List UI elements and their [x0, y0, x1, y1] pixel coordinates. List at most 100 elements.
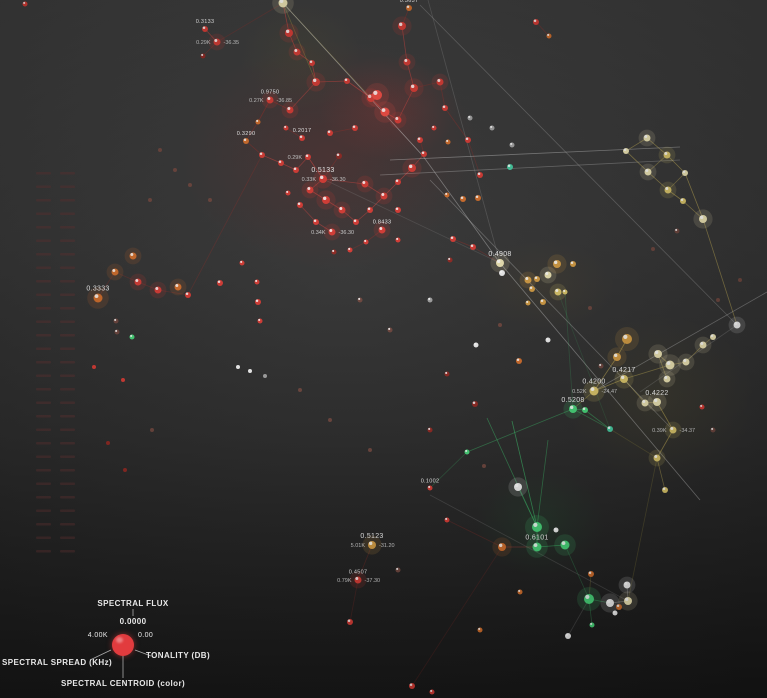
graph-node[interactable]: [648, 344, 668, 364]
graph-node[interactable]: [365, 83, 389, 107]
graph-node[interactable]: [616, 604, 622, 610]
graph-node[interactable]: 0.5208: [561, 397, 584, 419]
graph-node[interactable]: [444, 371, 450, 377]
graph-node[interactable]: 0.3290: [237, 131, 256, 144]
graph-node[interactable]: [577, 587, 601, 611]
graph-node[interactable]: [693, 209, 713, 229]
graph-node[interactable]: [600, 593, 620, 613]
graph-node[interactable]: 0.4222: [645, 390, 668, 412]
graph-node[interactable]: [442, 105, 448, 111]
graph-node[interactable]: 0.34K -36.30: [311, 223, 354, 241]
graph-node[interactable]: [475, 195, 481, 201]
graph-node[interactable]: [623, 148, 629, 154]
graph-node[interactable]: [607, 426, 613, 432]
graph-node[interactable]: [288, 43, 306, 61]
graph-node[interactable]: [533, 19, 539, 25]
graph-node[interactable]: [674, 228, 680, 234]
graph-node[interactable]: 0.2017: [293, 128, 312, 141]
graph-node[interactable]: [387, 327, 393, 333]
graph-node[interactable]: [259, 152, 265, 158]
graph-node[interactable]: [124, 247, 142, 265]
graph-node[interactable]: 0.9750 0.27K -36.85: [249, 90, 292, 109]
graph-node[interactable]: [344, 78, 350, 84]
graph-node[interactable]: [489, 125, 495, 131]
graph-node[interactable]: [539, 266, 557, 284]
graph-node[interactable]: [710, 427, 716, 433]
graph-node[interactable]: [444, 517, 450, 523]
graph-node[interactable]: [306, 72, 326, 92]
graph-node[interactable]: [427, 297, 433, 303]
graph-node[interactable]: [208, 198, 212, 202]
graph-node[interactable]: [309, 60, 315, 66]
graph-node[interactable]: [185, 292, 191, 298]
graph-node[interactable]: [398, 53, 416, 71]
graph-node[interactable]: [421, 151, 427, 157]
graph-node[interactable]: [431, 125, 437, 131]
graph-node[interactable]: [499, 270, 505, 276]
graph-node[interactable]: [682, 170, 688, 176]
graph-node[interactable]: 0.39K -34.37: [652, 421, 695, 439]
graph-node[interactable]: [356, 175, 374, 193]
graph-node[interactable]: [588, 571, 594, 577]
graph-node[interactable]: [498, 323, 502, 327]
graph-node[interactable]: [347, 247, 353, 253]
graph-node[interactable]: [738, 278, 742, 282]
graph-node[interactable]: [236, 365, 240, 369]
graph-node[interactable]: [301, 181, 319, 199]
graph-node[interactable]: [562, 289, 568, 295]
graph-node[interactable]: [368, 448, 372, 452]
graph-node[interactable]: [255, 119, 261, 125]
graph-node[interactable]: [699, 404, 705, 410]
graph-node[interactable]: [333, 201, 351, 219]
graph-node[interactable]: [106, 263, 124, 281]
graph-node[interactable]: [467, 115, 473, 121]
graph-node[interactable]: [525, 300, 531, 306]
graph-node[interactable]: [404, 78, 424, 98]
graph-node[interactable]: [149, 281, 167, 299]
graph-node[interactable]: [589, 622, 595, 628]
graph-node[interactable]: [114, 329, 120, 335]
graph-node[interactable]: [464, 449, 470, 455]
graph-node[interactable]: [529, 286, 535, 292]
graph-node[interactable]: [427, 427, 433, 433]
graph-node[interactable]: [607, 347, 627, 367]
graph-node[interactable]: 0.3133: [196, 19, 215, 32]
graph-node[interactable]: [395, 567, 401, 573]
graph-node[interactable]: [519, 271, 537, 289]
graph-node[interactable]: 0.5133 0.33K -36.30: [302, 167, 346, 189]
graph-node[interactable]: [658, 370, 676, 388]
graph-node[interactable]: [728, 316, 746, 334]
graph-node[interactable]: [694, 336, 712, 354]
graph-node[interactable]: 0.4217: [612, 367, 635, 389]
graph-node[interactable]: [677, 353, 695, 371]
graph-node[interactable]: [200, 53, 206, 59]
graph-node[interactable]: [106, 441, 110, 445]
graph-node[interactable]: [662, 487, 668, 493]
graph-node[interactable]: [549, 283, 567, 301]
graph-node[interactable]: [402, 158, 422, 178]
graph-node[interactable]: [248, 369, 252, 373]
graph-node[interactable]: [374, 101, 396, 123]
graph-node[interactable]: [507, 164, 513, 170]
graph-node[interactable]: [352, 125, 358, 131]
graph-node[interactable]: 0.4908: [488, 251, 511, 273]
graph-node[interactable]: [639, 163, 657, 181]
graph-node[interactable]: [395, 179, 401, 185]
graph-node[interactable]: [169, 278, 187, 296]
graph-node[interactable]: [517, 589, 523, 595]
graph-node[interactable]: [353, 219, 359, 225]
graph-node[interactable]: [347, 619, 353, 625]
graph-node[interactable]: [477, 627, 483, 633]
graph-node[interactable]: [618, 576, 636, 594]
graph-node[interactable]: [278, 160, 284, 166]
graph-node[interactable]: [375, 187, 393, 205]
graph-node[interactable]: [92, 365, 96, 369]
graph-node[interactable]: [389, 111, 407, 129]
graph-node[interactable]: [150, 428, 154, 432]
graph-node[interactable]: [716, 298, 720, 302]
graph-node[interactable]: [297, 202, 303, 208]
graph-node[interactable]: [239, 260, 245, 266]
graph-node[interactable]: [540, 299, 546, 305]
graph-node[interactable]: [658, 146, 676, 164]
